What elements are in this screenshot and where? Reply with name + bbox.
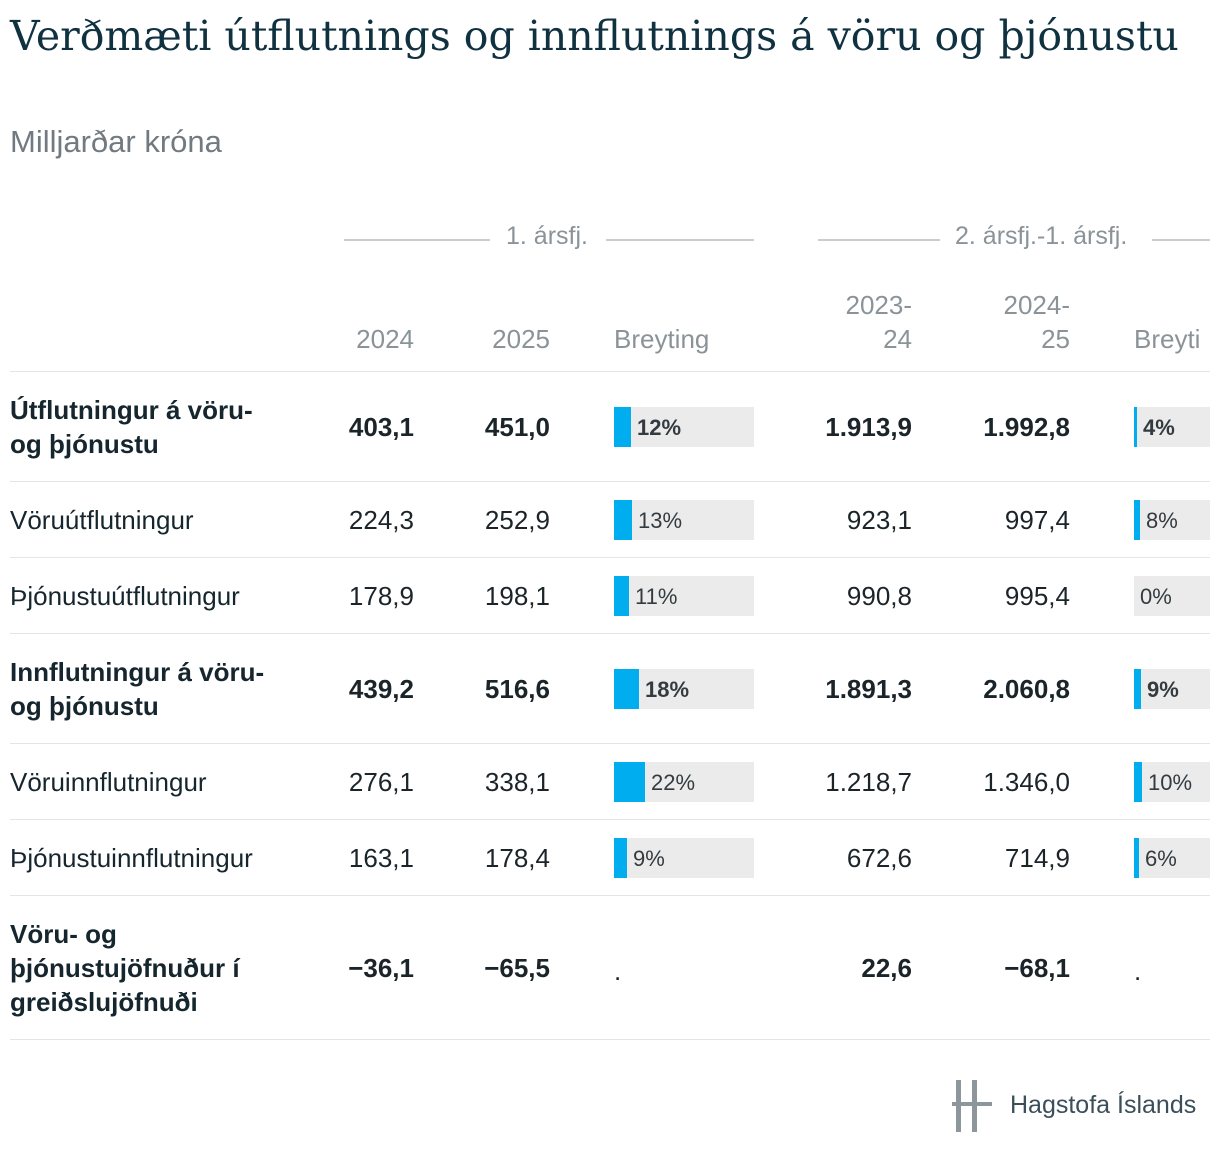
- change-bar-2: 4%: [1134, 407, 1210, 447]
- chart-subtitle: Milljarðar króna: [10, 124, 222, 159]
- row-separator: [10, 557, 1210, 558]
- cell-2024-25: −68,1: [1004, 953, 1070, 983]
- change-bar-1-label: 12%: [637, 415, 682, 440]
- cell-2024-25: 1.992,8: [983, 412, 1070, 442]
- change-bar-2-label: 10%: [1148, 770, 1193, 795]
- change-bar-2: 8%: [1134, 500, 1210, 540]
- cell-2023-24: 1.913,9: [825, 412, 912, 442]
- cell-2025: 198,1: [484, 581, 550, 611]
- change-bar-2: 0%: [1134, 576, 1210, 616]
- cell-2024: 163,1: [348, 843, 414, 873]
- row-separator: [10, 819, 1210, 820]
- change-bar-2-label: 0%: [1140, 584, 1172, 609]
- change-bar-1-empty: .: [614, 956, 622, 986]
- cell-2024-25: 2.060,8: [983, 674, 1070, 704]
- change-bar-2-fill: [1134, 500, 1140, 540]
- cell-2023-24: 1.218,7: [825, 767, 912, 797]
- change-bar-2-label: 9%: [1147, 677, 1179, 702]
- column-header-change-2: Breyti: [1134, 324, 1201, 354]
- change-bar-2-fill: [1134, 407, 1137, 447]
- row-label: Útflutningur á vöru- og þjónustu: [10, 395, 253, 459]
- column-header-2024-25: 2024- 25: [1003, 290, 1071, 354]
- change-bar-1-label: 9%: [633, 846, 665, 871]
- row-separator: [10, 743, 1210, 744]
- cell-2025: −65,5: [484, 953, 550, 983]
- column-header-2023-24: 2023- 24: [845, 290, 913, 354]
- change-bar-1-label: 18%: [645, 677, 690, 702]
- change-bar-2: 9%: [1134, 669, 1210, 709]
- chart-title: Verðmæti útflutnings og innflutnings á v…: [10, 12, 1179, 60]
- hagstofa-logo-text: Hagstofa Íslands: [1010, 1091, 1197, 1119]
- change-bar-2-label: 8%: [1146, 508, 1178, 533]
- cell-2023-24: 923,1: [846, 505, 912, 535]
- cell-2023-24: 22,6: [861, 953, 912, 983]
- change-bar-1: 13%: [614, 500, 754, 540]
- cell-2024-25: 1.346,0: [983, 767, 1070, 797]
- cell-2023-24: 1.891,3: [825, 674, 912, 704]
- cell-2024-25: 997,4: [1004, 505, 1070, 535]
- change-bar-1: 11%: [614, 576, 754, 616]
- change-bar-2-fill: [1134, 669, 1141, 709]
- change-bar-1-fill: [614, 762, 645, 802]
- cell-2025: 252,9: [484, 505, 550, 535]
- cell-2024: 403,1: [348, 412, 414, 442]
- change-bar-1: 9%: [614, 838, 754, 878]
- column-header-2024: 2024: [356, 324, 414, 354]
- cell-2024-25: 714,9: [1004, 843, 1070, 873]
- cell-2023-24: 990,8: [846, 581, 912, 611]
- change-bar-2-empty: .: [1134, 956, 1142, 986]
- change-bar-1-label: 13%: [638, 508, 683, 533]
- row-separator: [10, 481, 1210, 482]
- cell-2024: 224,3: [348, 505, 414, 535]
- cell-2024: −36,1: [348, 953, 414, 983]
- change-bar-1-fill: [614, 500, 632, 540]
- row-separator: [10, 895, 1210, 896]
- column-group-q1: 1. ársfj.: [344, 222, 754, 258]
- change-bar-2-fill: [1134, 762, 1142, 802]
- row-label: Vöruinnflutningur: [10, 767, 207, 797]
- row-separator: [10, 1039, 1210, 1040]
- cell-2025: 338,1: [484, 767, 550, 797]
- cell-2025: 516,6: [484, 674, 550, 704]
- column-group-q1-label: 1. ársfj.: [506, 222, 588, 250]
- change-bar-2-label: 4%: [1143, 415, 1175, 440]
- change-bar-1: 22%: [614, 762, 754, 802]
- cell-2025: 178,4: [484, 843, 550, 873]
- row-label: Vöruútflutningur: [10, 505, 194, 535]
- change-bar-1-fill: [614, 407, 631, 447]
- column-header-2025: 2025: [492, 324, 550, 354]
- change-bar-1-label: 22%: [651, 770, 696, 795]
- cell-2024: 276,1: [348, 767, 414, 797]
- change-bar-2-label: 6%: [1145, 846, 1177, 871]
- cell-2025: 451,0: [484, 412, 550, 442]
- row-label: Þjónustuinnflutningur: [10, 843, 253, 873]
- column-group-q2-q1: 2. ársfj.-1. ársfj.: [818, 222, 1210, 258]
- change-bar-1-fill: [614, 669, 639, 709]
- change-bar-1: 18%: [614, 669, 754, 709]
- cell-2024: 439,2: [348, 674, 414, 704]
- row-label: Þjónustuútflutningur: [10, 581, 240, 611]
- row-label: Vöru- og þjónustujöfnuður í greiðslujöfn…: [10, 919, 240, 1017]
- cell-2024-25: 995,4: [1004, 581, 1070, 611]
- row-separator: [10, 371, 1210, 372]
- row-separator: [10, 633, 1210, 634]
- cell-2023-24: 672,6: [846, 843, 912, 873]
- change-bar-1: 12%: [614, 407, 754, 447]
- change-bar-1-fill: [614, 838, 627, 878]
- column-header-change-1: Breyting: [614, 324, 710, 354]
- cell-2024: 178,9: [348, 581, 414, 611]
- column-group-q2-q1-label: 2. ársfj.-1. ársfj.: [955, 222, 1128, 250]
- change-bar-2: 10%: [1134, 762, 1210, 802]
- change-bar-2: 6%: [1134, 838, 1210, 878]
- change-bar-1-label: 11%: [635, 584, 678, 609]
- row-label: Innflutningur á vöru- og þjónustu: [10, 657, 265, 721]
- change-bar-2-fill: [1134, 838, 1139, 878]
- hagstofa-logo-icon: [952, 1080, 992, 1132]
- change-bar-1-fill: [614, 576, 629, 616]
